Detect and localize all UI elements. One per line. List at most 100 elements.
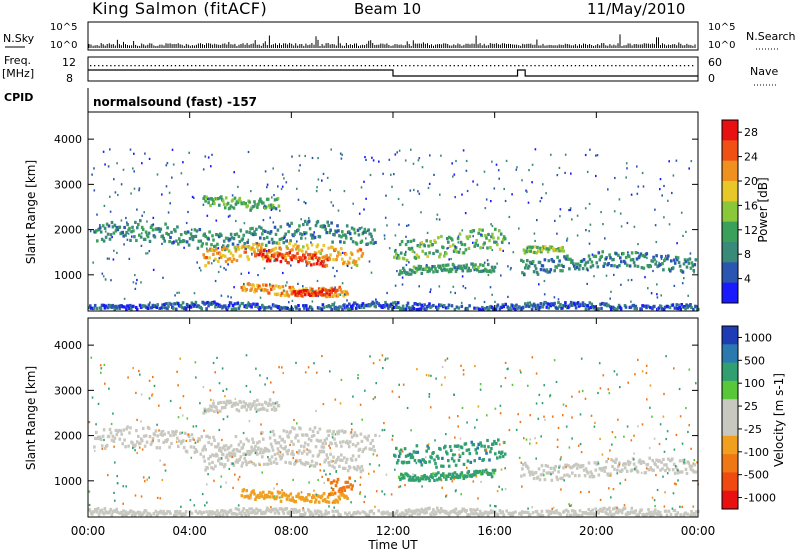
heatmap-cell (136, 510, 140, 514)
heatmap-cell (557, 247, 561, 251)
heatmap-cell (495, 441, 498, 446)
scatter-cell (140, 232, 143, 235)
scatter-cell (448, 416, 451, 419)
heatmap-cell (558, 259, 561, 263)
heatmap-cell (240, 285, 244, 290)
scatter-cell (505, 159, 508, 162)
heatmap-cell (223, 206, 227, 210)
heatmap-cell (218, 401, 221, 405)
scatter-cell (187, 210, 189, 214)
heatmap-cell (666, 466, 669, 470)
scatter-cell (259, 374, 261, 377)
scatter-cell (148, 476, 150, 479)
heatmap-cell (543, 258, 547, 262)
heatmap-cell (241, 302, 245, 306)
scatter-cell (285, 239, 287, 242)
heatmap-cell (617, 253, 620, 257)
scatter-cell (417, 190, 419, 193)
heatmap-cell (547, 259, 551, 263)
nave-dot (106, 65, 108, 67)
scatter-cell (454, 291, 456, 295)
scatter-cell (646, 398, 648, 401)
nave-dot (207, 65, 209, 67)
heatmap-cell (294, 500, 297, 504)
nave-tick-60: 60 (708, 56, 722, 69)
heatmap-cell (306, 498, 309, 502)
scatter-cell (140, 420, 142, 423)
heatmap-cell (253, 448, 256, 452)
heatmap-cell (490, 446, 493, 451)
heatmap-cell (353, 301, 357, 305)
heatmap-cell (452, 249, 456, 253)
heatmap-cell (271, 284, 275, 288)
heatmap-cell (644, 471, 648, 475)
heatmap-cell (299, 290, 302, 294)
heatmap-cell (299, 459, 302, 463)
heatmap-cell (615, 507, 619, 511)
scatter-cell (183, 246, 185, 249)
heatmap-cell (212, 467, 215, 471)
heatmap-cell (434, 510, 437, 514)
heatmap-cell (185, 302, 189, 307)
scatter-cell (132, 366, 134, 370)
heatmap-cell (89, 509, 92, 513)
heatmap-cell (156, 434, 160, 438)
heatmap-cell (119, 429, 122, 433)
heatmap-cell (395, 252, 398, 256)
heatmap-cell (558, 249, 562, 253)
heatmap-cell (212, 435, 215, 439)
scatter-cell (465, 159, 468, 163)
scatter-cell (474, 297, 476, 300)
heatmap-cell (194, 300, 198, 304)
scatter-cell (607, 457, 610, 460)
heatmap-cell (254, 304, 257, 308)
heatmap-cell (170, 302, 173, 306)
heatmap-cell (343, 303, 346, 307)
heatmap-cell (546, 509, 550, 513)
heatmap-cell (404, 307, 408, 311)
heatmap-cell (257, 305, 260, 309)
scatter-cell (285, 181, 288, 184)
scatter-cell (302, 507, 304, 510)
scatter-cell (221, 438, 223, 442)
heatmap-cell (346, 512, 349, 517)
heatmap-cell (223, 448, 227, 452)
colorbar-tick-label: -25 (744, 423, 762, 436)
heatmap-cell (103, 306, 107, 310)
heatmap-cell (198, 228, 202, 232)
y-tick-label: 4000 (54, 339, 82, 352)
scatter-cell (225, 388, 228, 391)
scatter-cell (673, 367, 675, 370)
scatter-cell (458, 448, 460, 451)
scatter-cell (156, 173, 159, 176)
heatmap-cell (247, 302, 250, 306)
nave-dot (231, 65, 233, 67)
heatmap-cell (412, 265, 416, 269)
heatmap-cell (158, 229, 162, 233)
scatter-cell (113, 491, 115, 494)
heatmap-cell (170, 441, 173, 446)
scatter-cell (88, 503, 91, 507)
heatmap-cell (266, 197, 270, 201)
scatter-cell (426, 231, 429, 234)
scatter-cell (323, 469, 325, 472)
heatmap-cell (229, 251, 233, 255)
scatter-cell (588, 202, 591, 205)
scatter-cell (500, 385, 502, 388)
heatmap-cell (387, 306, 390, 310)
heatmap-cell (234, 507, 238, 511)
scatter-cell (480, 233, 482, 236)
heatmap-cell (246, 240, 249, 244)
heatmap-cell (218, 203, 221, 207)
heatmap-cell (393, 255, 396, 259)
heatmap-cell (580, 303, 584, 307)
nave-dot (304, 65, 306, 67)
heatmap-cell (203, 195, 206, 199)
heatmap-cell (175, 307, 178, 311)
heatmap-cell (327, 246, 330, 250)
heatmap-cell (522, 248, 526, 252)
scatter-cell (282, 371, 284, 375)
heatmap-cell (282, 241, 286, 245)
heatmap-cell (280, 306, 284, 310)
heatmap-cell (215, 514, 218, 518)
